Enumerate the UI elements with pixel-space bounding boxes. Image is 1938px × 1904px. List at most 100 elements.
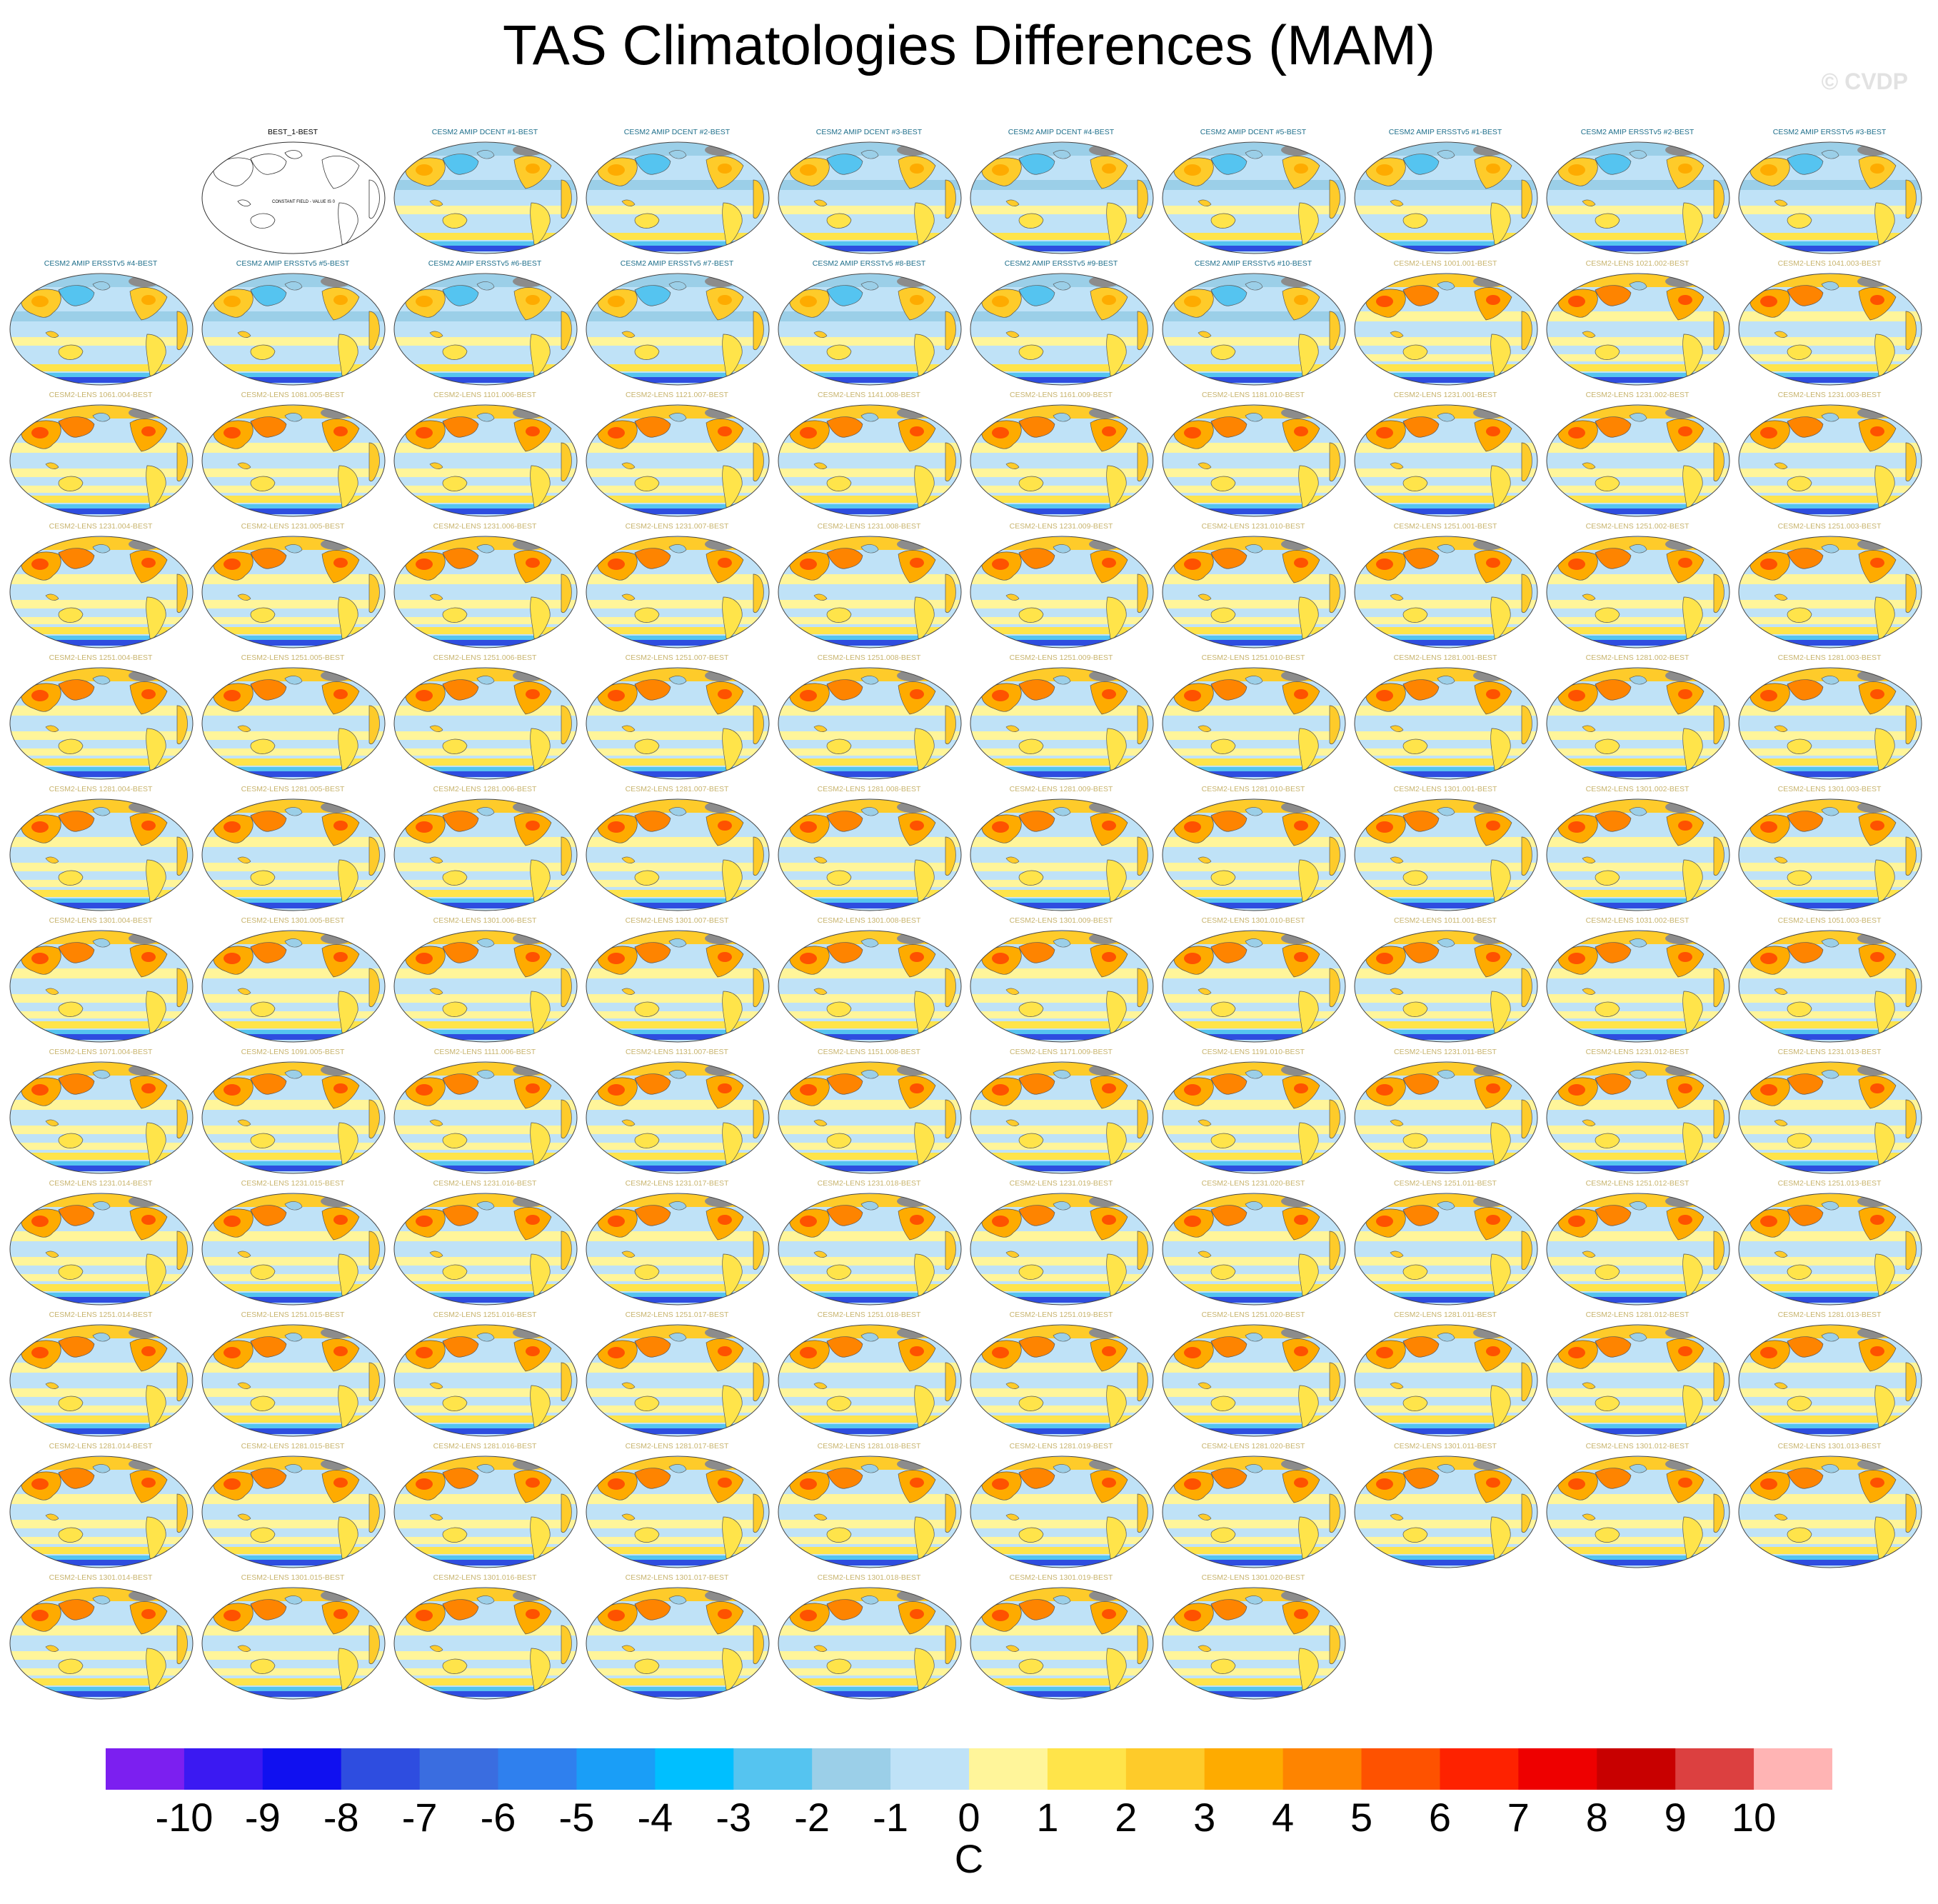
map-plot xyxy=(586,930,770,1043)
panel-title: CESM2-LENS 1031.002-BEST xyxy=(1585,916,1690,925)
map-panel: CESM2-LENS 1021.002-BEST xyxy=(1544,259,1731,400)
map-panel: CESM2-LENS 1251.011-BEST xyxy=(1352,1178,1539,1320)
map-plot xyxy=(970,536,1154,648)
panel-title: CESM2-LENS 1281.011-BEST xyxy=(1394,1311,1497,1319)
panel-title: CESM2-LENS 1301.012-BEST xyxy=(1585,1442,1690,1450)
map-panel: CESM2-LENS 1251.020-BEST xyxy=(1160,1310,1347,1451)
map-plot xyxy=(970,273,1154,386)
map-plot xyxy=(778,1587,962,1700)
map-panel: CESM2-LENS 1301.001-BEST xyxy=(1352,784,1539,926)
panel-title: CESM2-LENS 1281.018-BEST xyxy=(817,1442,921,1450)
map-panel: CESM2-LENS 1251.016-BEST xyxy=(391,1310,578,1451)
map-plot xyxy=(1162,667,1346,780)
panel-title: CESM2-LENS 1181.010-BEST xyxy=(1202,391,1305,399)
map-plot xyxy=(1162,404,1346,517)
map-plot xyxy=(393,1587,578,1700)
panel-title: CESM2-LENS 1231.009-BEST xyxy=(1009,522,1113,531)
colorbar-tick-label: 9 xyxy=(1664,1795,1687,1840)
map-plot xyxy=(1162,930,1346,1043)
panel-title: CESM2-LENS 1251.014-BEST xyxy=(49,1311,153,1319)
panel-title: CESM2-LENS 1231.004-BEST xyxy=(49,522,153,531)
colorbar-swatch xyxy=(1675,1748,1754,1790)
map-plot xyxy=(586,1193,770,1306)
map-panel: CESM2-LENS 1231.002-BEST xyxy=(1544,390,1731,531)
map-plot xyxy=(1738,1324,1922,1437)
map-panel: CESM2-LENS 1251.015-BEST xyxy=(199,1310,386,1451)
map-plot xyxy=(1354,930,1538,1043)
panel-title: CESM2-LENS 1251.018-BEST xyxy=(817,1311,921,1319)
map-plot xyxy=(970,667,1154,780)
panel-title: CESM2-LENS 1231.010-BEST xyxy=(1201,522,1305,531)
map-panel: BEST_1-BEST CONSTANT FIELD - VALUE IS 0 xyxy=(199,127,386,269)
map-panel: CESM2-LENS 1281.011-BEST xyxy=(1352,1310,1539,1451)
map-panel: CESM2-LENS 1251.010-BEST xyxy=(1160,653,1347,794)
panel-title: CESM2-LENS 1231.007-BEST xyxy=(625,522,729,531)
svg-text:CONSTANT FIELD - VALUE IS 0: CONSTANT FIELD - VALUE IS 0 xyxy=(272,200,336,204)
map-plot xyxy=(586,536,770,648)
map-panel: CESM2-LENS 1251.017-BEST xyxy=(583,1310,770,1451)
map-panel: CESM2 AMIP ERSSTv5 #3-BEST xyxy=(1736,127,1923,269)
colorbar-tick-label: -2 xyxy=(794,1795,830,1840)
map-panel: CESM2-LENS 1231.001-BEST xyxy=(1352,390,1539,531)
map-panel: CESM2-LENS 1231.015-BEST xyxy=(199,1178,386,1320)
map-plot xyxy=(1354,1455,1538,1568)
map-plot xyxy=(393,1061,578,1174)
map-plot xyxy=(1738,1193,1922,1306)
colorbar-swatch xyxy=(1597,1748,1676,1790)
panel-title: CESM2-LENS 1251.012-BEST xyxy=(1585,1179,1690,1188)
map-panel: CESM2-LENS 1231.007-BEST xyxy=(583,521,770,663)
map-panel: CESM2-LENS 1111.006-BEST xyxy=(391,1047,578,1188)
panel-title: CESM2-LENS 1231.016-BEST xyxy=(433,1179,537,1188)
panel-title: CESM2-LENS 1301.010-BEST xyxy=(1201,916,1305,925)
map-plot xyxy=(586,1455,770,1568)
map-panel: CESM2-LENS 1281.013-BEST xyxy=(1736,1310,1923,1451)
map-plot xyxy=(393,404,578,517)
map-panel: CESM2-LENS 1231.012-BEST xyxy=(1544,1047,1731,1188)
map-plot xyxy=(9,930,194,1043)
panel-title: CESM2 AMIP ERSSTv5 #3-BEST xyxy=(1772,128,1887,136)
map-plot xyxy=(1354,667,1538,780)
colorbar-swatch xyxy=(1047,1748,1127,1790)
panel-title: BEST_1-BEST xyxy=(267,128,318,136)
map-plot xyxy=(970,1455,1154,1568)
panel-title: CESM2-LENS 1301.014-BEST xyxy=(49,1573,153,1582)
map-plot xyxy=(1546,1061,1730,1174)
map-panel: CESM2-LENS 1301.005-BEST xyxy=(199,916,386,1057)
panel-title: CESM2-LENS 1301.009-BEST xyxy=(1009,916,1113,925)
map-plot xyxy=(778,536,962,648)
map-panel: CESM2 AMIP ERSSTv5 #9-BEST xyxy=(968,259,1155,400)
panel-title: CESM2-LENS 1281.008-BEST xyxy=(817,785,921,793)
panel-title: CESM2-LENS 1281.015-BEST xyxy=(241,1442,345,1450)
map-plot xyxy=(9,1193,194,1306)
map-plot xyxy=(1546,1455,1730,1568)
map-panel: CESM2-LENS 1231.010-BEST xyxy=(1160,521,1347,663)
map-plot xyxy=(393,1193,578,1306)
map-plot xyxy=(1546,798,1730,911)
panel-title: CESM2-LENS 1301.006-BEST xyxy=(433,916,537,925)
map-plot xyxy=(970,1193,1154,1306)
panel-title: CESM2-LENS 1281.017-BEST xyxy=(625,1442,729,1450)
map-panel: CESM2-LENS 1231.006-BEST xyxy=(391,521,578,663)
panel-title: CESM2 AMIP ERSSTv5 #1-BEST xyxy=(1388,128,1502,136)
panel-title: CESM2-LENS 1231.012-BEST xyxy=(1585,1048,1690,1056)
panel-title: CESM2-LENS 1231.013-BEST xyxy=(1777,1048,1882,1056)
map-panel: CESM2-LENS 1281.006-BEST xyxy=(391,784,578,926)
colorbar-swatch xyxy=(106,1748,185,1790)
map-panel: CESM2-LENS 1181.010-BEST xyxy=(1160,390,1347,531)
map-plot xyxy=(778,667,962,780)
map-panel: CESM2-LENS 1281.016-BEST xyxy=(391,1441,578,1583)
map-panel: CESM2 AMIP DCENT #4-BEST xyxy=(968,127,1155,269)
map-plot xyxy=(1354,1324,1538,1437)
map-plot xyxy=(1546,667,1730,780)
panel-title: CESM2-LENS 1301.011-BEST xyxy=(1394,1442,1497,1450)
map-plot xyxy=(393,798,578,911)
panel-title: CESM2-LENS 1151.008-BEST xyxy=(818,1048,920,1056)
map-panel: CESM2-LENS 1301.010-BEST xyxy=(1160,916,1347,1057)
map-plot xyxy=(1738,667,1922,780)
panel-title: CESM2-LENS 1231.020-BEST xyxy=(1201,1179,1305,1188)
panel-title: CESM2 AMIP ERSSTv5 #8-BEST xyxy=(812,259,926,268)
map-plot xyxy=(1738,273,1922,386)
map-panel: CESM2-LENS 1231.008-BEST xyxy=(775,521,963,663)
map-panel: CESM2-LENS 1251.003-BEST xyxy=(1736,521,1923,663)
map-plot xyxy=(393,667,578,780)
